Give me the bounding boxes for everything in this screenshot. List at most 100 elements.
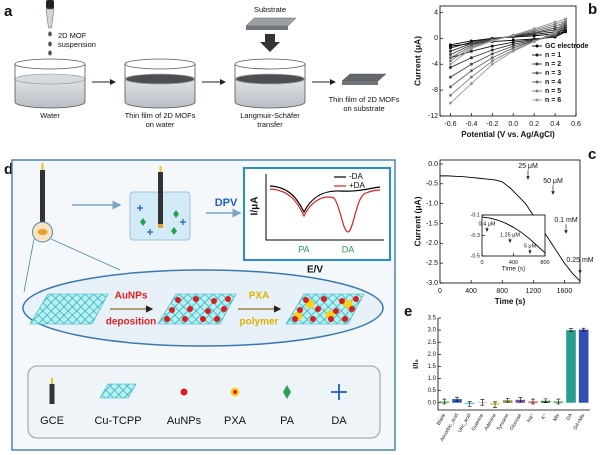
error-bar <box>569 328 573 332</box>
point <box>469 75 473 79</box>
legend-label: AuNPs <box>167 415 202 427</box>
y-tick-label: -0.1 <box>471 212 480 218</box>
bar <box>578 329 589 403</box>
legend-marker <box>535 44 539 48</box>
legend-label: n = 1 <box>545 52 561 59</box>
substrate-edge <box>246 26 288 30</box>
point <box>490 52 494 56</box>
point <box>564 17 568 21</box>
point <box>448 65 452 69</box>
annotation: 0.1 mM <box>554 217 578 224</box>
label: suspension <box>58 40 96 49</box>
point <box>469 49 473 53</box>
dpv-curve <box>269 185 381 214</box>
y-tick-label: 2.0 <box>428 352 437 358</box>
pa-molecule <box>173 210 179 218</box>
y-tick-label: 3.0 <box>428 328 437 334</box>
plot-frame <box>481 214 546 257</box>
error-bar <box>543 398 548 404</box>
point <box>448 49 452 53</box>
point <box>490 48 494 52</box>
icon-cu-tcpp <box>99 383 137 399</box>
electrode-tip <box>158 224 163 228</box>
mof-film <box>126 74 194 84</box>
y-axis-label: Current (μA) <box>412 196 422 246</box>
point <box>511 49 515 53</box>
dropper-bulb <box>46 0 54 9</box>
step-label: AuNPs <box>115 291 148 302</box>
error-bar <box>442 398 447 405</box>
dpv-curve <box>269 188 381 233</box>
icon-aunps <box>180 388 188 396</box>
annotation: 0.4 μM <box>479 221 496 227</box>
error-bar <box>518 397 523 403</box>
x-tick-label: Blank <box>436 412 448 426</box>
point <box>553 30 557 34</box>
x-tick-label: 400 <box>465 288 477 295</box>
legend-label: Cu-TCPP <box>94 415 141 427</box>
substrate-edge <box>342 81 378 85</box>
y-tick-label: 1.5 <box>428 364 437 370</box>
y-axis-label: Current (μA) <box>412 36 422 86</box>
x-tick-label: 0.6 <box>571 121 581 128</box>
electrode <box>40 170 45 222</box>
error-bar <box>467 401 472 407</box>
error-bar <box>505 398 510 403</box>
x-tick-label: -0.2 <box>486 121 498 128</box>
y-tick-label: -1.0 <box>426 200 438 207</box>
legend-label: GCE <box>40 415 64 427</box>
y-tick-label: 2.5 <box>428 340 437 346</box>
y-tick-label: -4 <box>432 61 438 68</box>
bar <box>566 330 576 403</box>
point <box>448 62 452 66</box>
legend-label: n = 2 <box>545 61 561 68</box>
point <box>448 46 452 50</box>
x-tick-label: Mix <box>552 412 561 422</box>
substrate <box>245 17 297 27</box>
x-tick-label: -0.6 <box>444 121 456 128</box>
annotation: 25 μM <box>518 163 538 170</box>
drop <box>48 31 52 37</box>
label: Substrate <box>254 5 286 14</box>
point <box>532 40 536 44</box>
legend-label: +DA <box>349 181 365 190</box>
point <box>490 39 494 43</box>
panel-label: d <box>4 161 13 178</box>
x-axis-label: Potential (V vs. Ag/AgCl) <box>461 130 555 139</box>
point <box>469 69 473 73</box>
x-tick-label: 1200 <box>526 288 542 295</box>
zoom-line <box>50 238 121 271</box>
mof-film <box>236 74 304 84</box>
y-tick-label: 0 <box>434 35 438 42</box>
point <box>490 62 494 66</box>
point <box>490 59 494 63</box>
y-tick-label: -0.5 <box>471 253 480 259</box>
pxa <box>343 299 353 309</box>
caption: on substrate <box>343 104 384 113</box>
error-bar <box>455 396 459 402</box>
error-bar <box>581 327 586 332</box>
legend-label: PXA <box>224 415 247 427</box>
point <box>448 75 452 79</box>
point <box>448 101 452 105</box>
legend-label: -DA <box>349 172 363 181</box>
legend-marker <box>535 53 539 57</box>
legend-label: PA <box>280 415 295 427</box>
peak-label: PA <box>298 244 309 254</box>
caption: Langmuir-Schäfer <box>240 111 300 120</box>
y-tick-label: 3.5 <box>428 316 437 322</box>
x-tick-label: Na⁺ <box>526 412 536 423</box>
series-line <box>481 216 546 254</box>
point <box>448 85 452 89</box>
panel-label: c <box>588 146 596 163</box>
da-molecule <box>137 205 186 235</box>
pa-molecule <box>171 227 177 235</box>
y-tick-label: -2.0 <box>426 240 438 247</box>
caption: transfer <box>257 120 283 129</box>
dpv-x-label: E/V <box>307 265 323 276</box>
y-tick-label: -0.5 <box>426 181 438 188</box>
series-line <box>440 175 581 282</box>
caption: Thin film of 2D MOFs <box>329 95 400 104</box>
